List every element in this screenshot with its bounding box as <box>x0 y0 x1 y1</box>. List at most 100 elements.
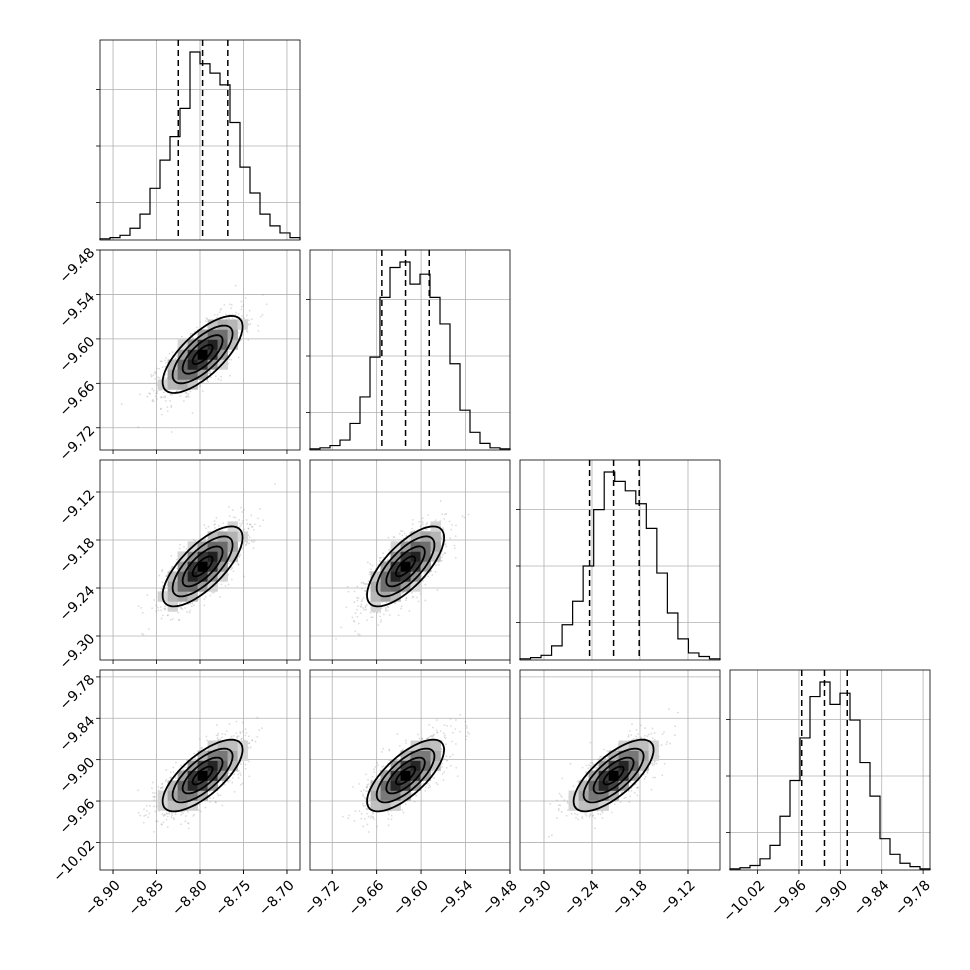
scatter-point <box>184 820 187 823</box>
density-cell <box>197 349 208 360</box>
density-cell <box>207 551 218 562</box>
scatter-point <box>165 356 168 359</box>
scatter-point <box>387 536 390 539</box>
scatter-point <box>237 563 240 565</box>
scatter-point <box>160 395 163 398</box>
scatter-point <box>225 313 227 316</box>
scatter-point <box>228 317 230 320</box>
density-cell <box>187 369 198 380</box>
scatter-point <box>215 734 218 737</box>
scatter-point <box>156 392 159 395</box>
plot-area <box>100 460 300 660</box>
pair-panel-4-1 <box>99 669 301 874</box>
scatter-point <box>203 524 206 527</box>
scatter-point <box>259 525 261 528</box>
contour-line <box>171 535 234 598</box>
scatter-point <box>193 752 195 755</box>
scatter-point <box>189 334 192 337</box>
scatter-point <box>392 536 395 539</box>
scatter-point <box>215 316 218 319</box>
scatter-point <box>236 735 238 738</box>
scatter-point <box>382 552 385 555</box>
scatter-point <box>449 537 452 540</box>
scatter-point <box>250 514 253 517</box>
scatter-point <box>359 612 362 615</box>
scatter-point <box>171 566 174 569</box>
scatter-point <box>243 575 246 578</box>
scatter-point <box>230 578 233 581</box>
scatter-point <box>357 633 360 635</box>
scatter-point <box>244 297 247 299</box>
scatter-point <box>175 558 178 561</box>
scatter-point <box>335 637 337 640</box>
scatter-point <box>411 523 414 526</box>
scatter-point <box>203 538 206 541</box>
density-cell <box>187 571 198 582</box>
scatter-point <box>250 318 253 320</box>
hist-panel-4 <box>726 669 931 871</box>
scatter-point <box>216 724 218 726</box>
scatter-point <box>227 561 230 564</box>
scatter-point <box>159 360 162 363</box>
scatter-point <box>231 313 234 316</box>
scatter-point <box>199 385 201 388</box>
scatter-point <box>364 605 367 608</box>
density-cell <box>370 571 381 582</box>
scatter-point <box>370 568 373 571</box>
scatter-point <box>357 597 360 600</box>
scatter-point <box>252 541 255 543</box>
scatter-point <box>234 516 237 519</box>
density-cell <box>187 551 198 562</box>
scatter-point <box>360 600 363 603</box>
scatter-point <box>248 536 251 539</box>
scatter-point <box>424 571 427 574</box>
scatter-point <box>220 583 223 586</box>
contour-line <box>366 525 446 608</box>
scatter-point <box>245 519 248 521</box>
scatter-point <box>340 626 343 629</box>
scatter-point <box>214 801 217 803</box>
scatter-point <box>227 780 230 783</box>
scatter-point <box>192 538 195 541</box>
scatter-point <box>444 513 446 516</box>
scatter-point <box>386 605 389 608</box>
scatter-point <box>173 818 175 821</box>
scatter-point <box>356 608 358 611</box>
scatter-point <box>169 771 172 774</box>
scatter-point <box>180 813 183 816</box>
scatter-point <box>345 606 348 609</box>
scatter-point <box>227 772 230 775</box>
scatter-point <box>461 515 464 518</box>
scatter-point <box>239 772 241 775</box>
scatter-point <box>152 389 155 392</box>
scatter-point <box>253 539 256 542</box>
scatter-point <box>156 367 158 370</box>
scatter-point <box>160 609 163 612</box>
scatter-point <box>445 545 448 548</box>
scatter-point <box>158 367 160 370</box>
histogram-step <box>519 471 721 660</box>
scatter-point <box>351 616 354 619</box>
scatter-point <box>440 537 443 540</box>
scatter-point <box>171 393 174 396</box>
scatter-point <box>237 564 240 566</box>
scatter-point <box>168 352 171 355</box>
scatter-point <box>388 548 390 551</box>
scatter-point <box>419 525 422 528</box>
scatter-point <box>386 609 389 612</box>
scatter-point <box>439 499 442 502</box>
scatter-point <box>365 583 368 585</box>
scatter-point <box>401 591 404 594</box>
scatter-point <box>346 585 349 588</box>
density-cell <box>227 531 238 542</box>
scatter-point <box>180 606 182 609</box>
scatter-point <box>261 293 264 296</box>
scatter-point <box>191 412 194 414</box>
scatter-point <box>403 532 406 535</box>
scatter-point <box>140 606 142 609</box>
scatter-point <box>364 589 366 592</box>
scatter-point <box>159 408 162 411</box>
scatter-point <box>157 376 159 379</box>
scatter-point <box>243 528 246 531</box>
scatter-point <box>353 590 356 593</box>
